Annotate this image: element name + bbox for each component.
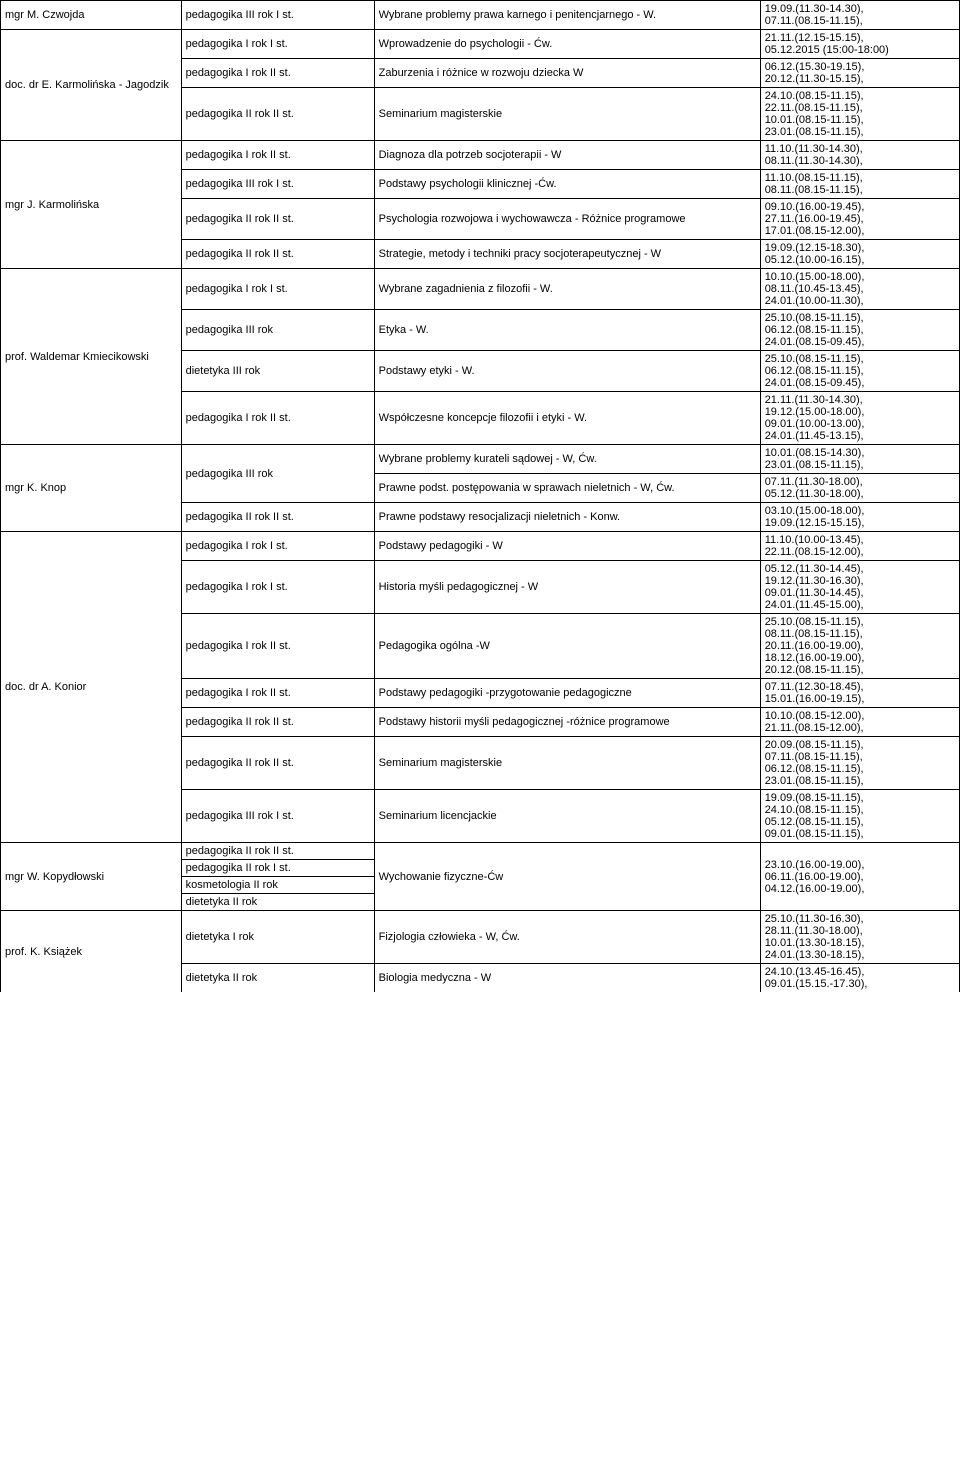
program-cell: dietetyka II rok [181,894,374,911]
subject-cell: Fizjologia człowieka - W, Ćw. [374,911,760,964]
table-row: mgr J. Karmolińskapedagogika I rok II st… [1,141,960,170]
dates-cell: 21.11.(12.15-15.15),05.12.2015 (15:00-18… [760,30,959,59]
table-row: doc. dr E. Karmolińska - Jagodzikpedagog… [1,30,960,59]
program-cell: pedagogika I rok II st. [181,679,374,708]
subject-cell: Zaburzenia i różnice w rozwoju dziecka W [374,59,760,88]
subject-cell: Wychowanie fizyczne-Ćw [374,843,760,911]
dates-cell: 06.12.(15.30-19.15),20.12.(11.30-15.15), [760,59,959,88]
subject-cell: Podstawy pedagogiki -przygotowanie pedag… [374,679,760,708]
dates-cell: 11.10.(10.00-13.45),22.11.(08.15-12.00), [760,532,959,561]
dates-cell: 23.10.(16.00-19.00),06.11.(16.00-19.00),… [760,843,959,911]
subject-cell: Diagnoza dla potrzeb socjoterapii - W [374,141,760,170]
dates-cell: 19.09.(11.30-14.30),07.11.(08.15-11.15), [760,1,959,30]
program-cell: pedagogika II rok II st. [181,708,374,737]
program-cell: pedagogika III rok [181,310,374,351]
program-cell: kosmetologia II rok [181,877,374,894]
subject-cell: Prawne podstawy resocjalizacji nieletnic… [374,503,760,532]
subject-cell: Seminarium licencjackie [374,790,760,843]
table-row: mgr M. Czwojdapedagogika III rok I st.Wy… [1,1,960,30]
subject-cell: Współczesne koncepcje filozofii i etyki … [374,392,760,445]
program-cell: pedagogika II rok II st. [181,503,374,532]
program-cell: pedagogika I rok I st. [181,532,374,561]
subject-cell: Biologia medyczna - W [374,964,760,993]
program-cell: pedagogika III rok I st. [181,790,374,843]
subject-cell: Podstawy psychologii klinicznej -Ćw. [374,170,760,199]
dates-cell: 25.10.(11.30-16.30),28.11.(11.30-18.00),… [760,911,959,964]
teacher-cell: doc. dr E. Karmolińska - Jagodzik [1,30,182,141]
program-cell: pedagogika I rok II st. [181,141,374,170]
teacher-cell: mgr M. Czwojda [1,1,182,30]
program-cell: dietetyka III rok [181,351,374,392]
subject-cell: Pedagogika ogólna -W [374,614,760,679]
subject-cell: Wprowadzenie do psychologii - Ćw. [374,30,760,59]
table-row: doc. dr A. Koniorpedagogika I rok I st.P… [1,532,960,561]
dates-cell: 21.11.(11.30-14.30),19.12.(15.00-18.00),… [760,392,959,445]
dates-cell: 20.09.(08.15-11.15),07.11.(08.15-11.15),… [760,737,959,790]
subject-cell: Etyka - W. [374,310,760,351]
program-cell: dietetyka II rok [181,964,374,993]
program-cell: pedagogika I rok I st. [181,269,374,310]
program-cell: pedagogika II rok II st. [181,240,374,269]
dates-cell: 11.10.(11.30-14.30),08.11.(11.30-14.30), [760,141,959,170]
dates-cell: 24.10.(08.15-11.15),22.11.(08.15-11.15),… [760,88,959,141]
schedule-table: mgr M. Czwojdapedagogika III rok I st.Wy… [0,0,960,992]
dates-cell: 11.10.(08.15-11.15),08.11.(08.15-11.15), [760,170,959,199]
program-cell: pedagogika III rok I st. [181,1,374,30]
subject-cell: Podstawy etyki - W. [374,351,760,392]
teacher-cell: mgr J. Karmolińska [1,141,182,269]
dates-cell: 07.11.(11.30-18.00),05.12.(11.30-18.00), [760,474,959,503]
dates-cell: 09.10.(16.00-19.45),27.11.(16.00-19.45),… [760,199,959,240]
subject-cell: Historia myśli pedagogicznej - W [374,561,760,614]
teacher-cell: mgr W. Kopydłowski [1,843,182,911]
program-cell: pedagogika II rok II st. [181,843,374,860]
dates-cell: 24.10.(13.45-16.45),09.01.(15.15.-17.30)… [760,964,959,993]
subject-cell: Prawne podst. postępowania w sprawach ni… [374,474,760,503]
dates-cell: 10.01.(08.15-14.30),23.01.(08.15-11.15), [760,445,959,474]
subject-cell: Wybrane problemy kurateli sądowej - W, Ć… [374,445,760,474]
teacher-cell: prof. Waldemar Kmiecikowski [1,269,182,445]
teacher-cell: prof. K. Książek [1,911,182,993]
dates-cell: 10.10.(15.00-18.00),08.11.(10.45-13.45),… [760,269,959,310]
table-row: mgr K. Knoppedagogika III rokWybrane pro… [1,445,960,474]
dates-cell: 05.12.(11.30-14.45),19.12.(11.30-16.30),… [760,561,959,614]
subject-cell: Seminarium magisterskie [374,88,760,141]
program-cell: pedagogika II rok I st. [181,860,374,877]
table-row: prof. Waldemar Kmiecikowskipedagogika I … [1,269,960,310]
teacher-cell: doc. dr A. Konior [1,532,182,843]
dates-cell: 25.10.(08.15-11.15),06.12.(08.15-11.15),… [760,351,959,392]
dates-cell: 19.09.(08.15-11.15),24.10.(08.15-11.15),… [760,790,959,843]
program-cell: pedagogika III rok I st. [181,170,374,199]
program-cell: pedagogika I rok I st. [181,561,374,614]
table-row: mgr W. Kopydłowskipedagogika II rok II s… [1,843,960,860]
subject-cell: Podstawy pedagogiki - W [374,532,760,561]
dates-cell: 25.10.(08.15-11.15),08.11.(08.15-11.15),… [760,614,959,679]
program-cell: pedagogika I rok II st. [181,392,374,445]
subject-cell: Wybrane problemy prawa karnego i peniten… [374,1,760,30]
teacher-cell: mgr K. Knop [1,445,182,532]
subject-cell: Podstawy historii myśli pedagogicznej -r… [374,708,760,737]
dates-cell: 03.10.(15.00-18.00),19.09.(12.15-15.15), [760,503,959,532]
subject-cell: Wybrane zagadnienia z filozofii - W. [374,269,760,310]
subject-cell: Strategie, metody i techniki pracy socjo… [374,240,760,269]
dates-cell: 10.10.(08.15-12.00),21.11.(08.15-12.00), [760,708,959,737]
program-cell: pedagogika II rok II st. [181,737,374,790]
program-cell: pedagogika II rok II st. [181,88,374,141]
dates-cell: 25.10.(08.15-11.15),06.12.(08.15-11.15),… [760,310,959,351]
program-cell: pedagogika II rok II st. [181,199,374,240]
subject-cell: Psychologia rozwojowa i wychowawcza - Ró… [374,199,760,240]
dates-cell: 07.11.(12.30-18.45),15.01.(16.00-19.15), [760,679,959,708]
program-cell: pedagogika I rok II st. [181,614,374,679]
subject-cell: Seminarium magisterskie [374,737,760,790]
program-cell: pedagogika I rok II st. [181,59,374,88]
dates-cell: 19.09.(12.15-18.30),05.12.(10.00-16.15), [760,240,959,269]
program-cell: pedagogika I rok I st. [181,30,374,59]
program-cell: dietetyka I rok [181,911,374,964]
table-row: prof. K. Książekdietetyka I rokFizjologi… [1,911,960,964]
program-cell: pedagogika III rok [181,445,374,503]
